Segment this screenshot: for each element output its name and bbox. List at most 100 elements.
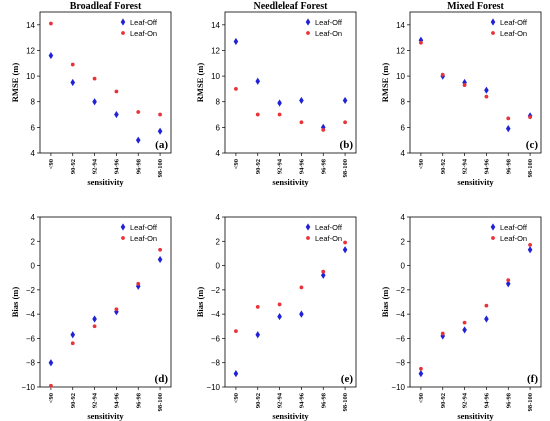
legend-label: Leaf-Off <box>130 223 158 232</box>
panel-title: Broadleaf Forest <box>70 1 142 12</box>
panel-2: Needleleaf Forest 4 6 8 10 12 14 <90 90-92 92-94 9… <box>195 1 357 187</box>
legend-marker-leaf-on <box>491 31 495 35</box>
data-point-leaf-off <box>320 271 326 279</box>
panel-4: −10 −8 −6 −4 −2 0 2 4 <90 90-92 92-94 94-96 96-98 98-… <box>10 213 172 421</box>
y-tick-label: −10 <box>206 383 220 392</box>
x-tick-label: 92-94 <box>92 392 99 408</box>
data-point-leaf-off <box>462 326 467 334</box>
x-tick-label: 90-92 <box>70 393 77 408</box>
y-tick-label: 10 <box>211 72 220 81</box>
data-point-leaf-on <box>484 303 489 308</box>
data-point-leaf-on <box>255 112 260 117</box>
data-point-leaf-off <box>342 96 348 105</box>
data-point-leaf-off <box>299 96 304 105</box>
y-tick-label: −8 <box>396 359 406 368</box>
x-tick-label: 90-92 <box>255 159 262 174</box>
data-point-leaf-on <box>114 307 119 312</box>
data-point-leaf-on <box>419 40 423 45</box>
legend-marker-leaf-off <box>490 223 496 231</box>
data-point-leaf-on <box>92 324 97 329</box>
y-tick-label: −4 <box>211 310 221 319</box>
data-point-leaf-off <box>135 136 141 144</box>
y-tick-label: 4 <box>216 213 221 222</box>
data-point-leaf-off <box>70 331 76 339</box>
legend-label: Leaf-On <box>500 29 527 38</box>
y-tick-label: 2 <box>31 237 36 246</box>
x-tick-label: 96-98 <box>320 158 327 174</box>
x-axis-label: sensitivity <box>457 177 494 187</box>
x-tick-label: <90 <box>418 159 425 169</box>
y-tick-label: 6 <box>216 123 221 132</box>
data-point-leaf-off <box>462 78 467 87</box>
y-tick-label: −6 <box>26 334 36 343</box>
y-tick-label: 4 <box>401 149 406 158</box>
data-point-leaf-on <box>70 341 75 346</box>
y-tick-label: 8 <box>31 98 36 107</box>
x-tick-label: <90 <box>233 393 240 403</box>
x-tick-label: 98-100 <box>157 393 164 411</box>
y-axis-label: RMSE (m) <box>195 63 205 103</box>
data-point-leaf-on <box>506 116 511 121</box>
legend-label: Leaf-On <box>315 29 342 38</box>
legend-marker-leaf-off <box>120 18 126 26</box>
x-tick-label: <90 <box>233 159 240 169</box>
panel-label: (c) <box>526 139 539 151</box>
legend-marker-leaf-on <box>121 236 125 240</box>
x-tick-label: 94-96 <box>483 158 490 174</box>
y-axis-label: Bias (m) <box>380 287 390 318</box>
panel-label: (b) <box>340 139 354 151</box>
data-point-leaf-off <box>277 312 282 321</box>
y-tick-label: 14 <box>396 21 405 30</box>
data-point-leaf-on <box>462 320 467 325</box>
x-tick-label: 92-94 <box>277 158 284 174</box>
data-point-leaf-off <box>277 99 282 107</box>
data-point-leaf-on <box>299 285 304 290</box>
x-tick-label: 90-92 <box>440 393 447 408</box>
data-point-leaf-off <box>418 370 424 378</box>
data-point-leaf-off <box>157 127 163 135</box>
x-tick-label: 92-94 <box>277 392 284 408</box>
data-point-leaf-on <box>528 115 532 120</box>
x-tick-label: 92-94 <box>462 392 469 408</box>
y-tick-label: 12 <box>211 46 220 55</box>
legend-marker-leaf-on <box>121 31 125 35</box>
plot-frame <box>409 216 542 388</box>
legend-marker-leaf-off <box>305 223 311 231</box>
data-point-leaf-on <box>255 304 260 309</box>
y-tick-label: 4 <box>401 213 406 222</box>
legend-marker-leaf-off <box>305 18 311 26</box>
x-tick-label: 92-94 <box>462 158 469 174</box>
legend-marker-leaf-off <box>490 18 496 26</box>
x-tick-label: <90 <box>48 159 55 169</box>
data-point-leaf-on <box>49 383 53 388</box>
data-point-leaf-off <box>92 98 97 106</box>
data-point-leaf-on <box>234 87 238 91</box>
panel-label: (d) <box>155 373 169 385</box>
data-point-leaf-on <box>506 278 511 283</box>
data-point-leaf-on <box>136 281 141 286</box>
panel-label: (f) <box>527 373 538 385</box>
legend-marker-leaf-off <box>120 223 126 231</box>
x-tick-label: <90 <box>48 393 55 403</box>
plot-frame <box>409 11 542 154</box>
x-tick-label: 96-98 <box>505 158 512 174</box>
data-point-leaf-off <box>505 125 511 133</box>
y-axis-label: RMSE (m) <box>380 63 390 103</box>
data-point-leaf-off <box>233 370 239 378</box>
x-tick-label: 90-92 <box>440 159 447 174</box>
data-point-leaf-off <box>527 246 533 254</box>
data-point-leaf-on <box>234 329 238 334</box>
legend-label: Leaf-Off <box>500 18 528 27</box>
panel-6: −10 −8 −6 −4 −2 0 2 4 <90 90-92 92-94 94-96 96-98 98-… <box>380 213 542 421</box>
data-point-leaf-off <box>70 78 76 87</box>
panel-title: Needleleaf Forest <box>254 1 329 12</box>
y-tick-label: 14 <box>26 21 35 30</box>
y-tick-label: −8 <box>26 359 36 368</box>
data-point-leaf-on <box>277 302 282 307</box>
y-tick-label: −8 <box>211 359 221 368</box>
y-tick-label: −6 <box>396 334 406 343</box>
y-tick-label: 0 <box>31 262 36 271</box>
y-tick-label: 4 <box>216 149 221 158</box>
data-point-leaf-on <box>440 72 445 77</box>
